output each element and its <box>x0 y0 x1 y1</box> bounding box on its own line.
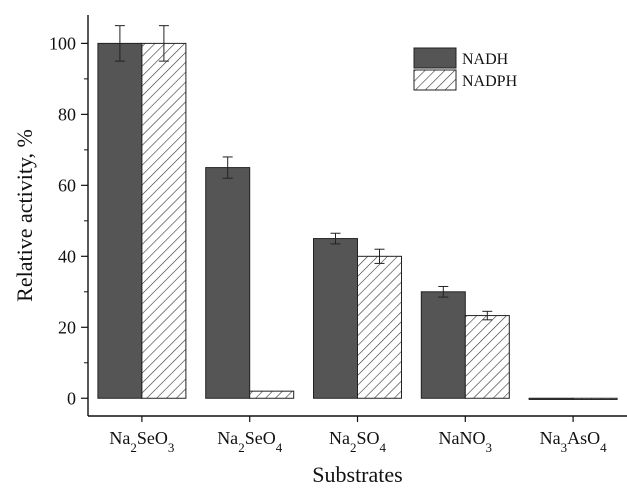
legend: NADH NADPH <box>413 47 518 91</box>
x-tick-label: Na2SO4 <box>329 428 387 455</box>
bar-nadph-1 <box>249 390 295 399</box>
x-tick-label: NaNO3 <box>439 428 493 455</box>
y-axis-title: Relative activity, % <box>12 129 37 302</box>
bar-nadh-0 <box>97 42 143 399</box>
bar-nadh-2 <box>313 238 358 399</box>
y-tick-label: 40 <box>58 246 76 266</box>
y-tick-label: 0 <box>67 388 76 408</box>
x-axis-title: Substrates <box>312 462 402 487</box>
legend-swatch-nadph <box>413 69 457 91</box>
bar-nadh-3 <box>420 291 466 399</box>
bar-nadph-4 <box>572 397 618 400</box>
legend-label-nadph: NADPH <box>462 73 518 90</box>
bar-nadph-3 <box>464 315 510 399</box>
y-tick-label: 100 <box>49 33 76 53</box>
y-tick-label: 60 <box>58 175 76 195</box>
bar-nadph-0 <box>141 42 187 399</box>
bar-nadh-4 <box>528 397 574 400</box>
x-tick-label: Na2SeO3 <box>109 428 174 455</box>
bar-nadph-2 <box>357 255 402 399</box>
y-tick-label: 20 <box>58 317 76 337</box>
y-axis: 0 20 40 60 80 100 <box>49 33 88 408</box>
x-axis: Na2SeO3 Na2SeO4 Na2SO4 NaNO3 Na3AsO4 <box>109 416 607 455</box>
bars-group <box>97 25 618 400</box>
y-tick-label: 80 <box>58 104 76 124</box>
legend-label-nadh: NADH <box>462 51 509 68</box>
bar-nadh-1 <box>205 167 251 399</box>
legend-swatch-nadh <box>413 47 457 69</box>
x-tick-label: Na3AsO4 <box>540 428 608 455</box>
x-tick-label: Na2SeO4 <box>217 428 283 455</box>
